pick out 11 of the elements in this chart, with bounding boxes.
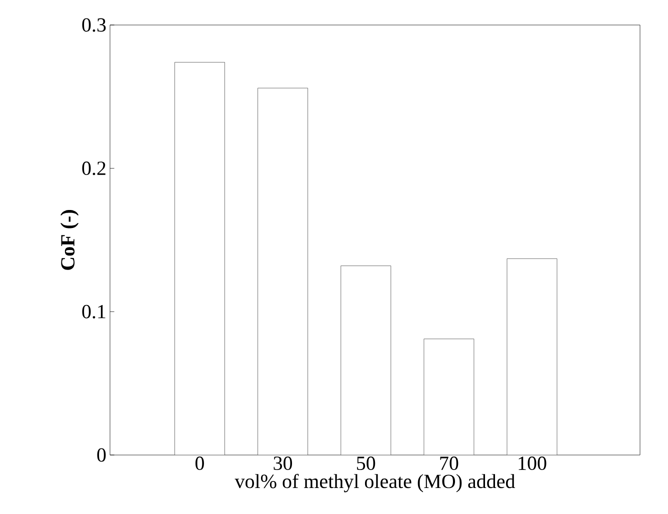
- y-tick-label: 0.3: [82, 18, 106, 32]
- x-tick-label: 0: [195, 456, 204, 470]
- y-tick-label: 0.1: [82, 304, 106, 318]
- y-axis-title: CoF (-): [60, 210, 79, 270]
- y-tick-label: 0.2: [82, 162, 106, 176]
- y-tick-label: 0: [97, 448, 106, 462]
- x-tick-label: 100: [518, 456, 546, 470]
- x-axis-title: vol% of methyl oleate (MO) added: [234, 474, 516, 492]
- x-tick-label: 70: [440, 456, 458, 470]
- x-tick-label: 30: [274, 456, 292, 470]
- x-tick-label: 50: [357, 456, 376, 470]
